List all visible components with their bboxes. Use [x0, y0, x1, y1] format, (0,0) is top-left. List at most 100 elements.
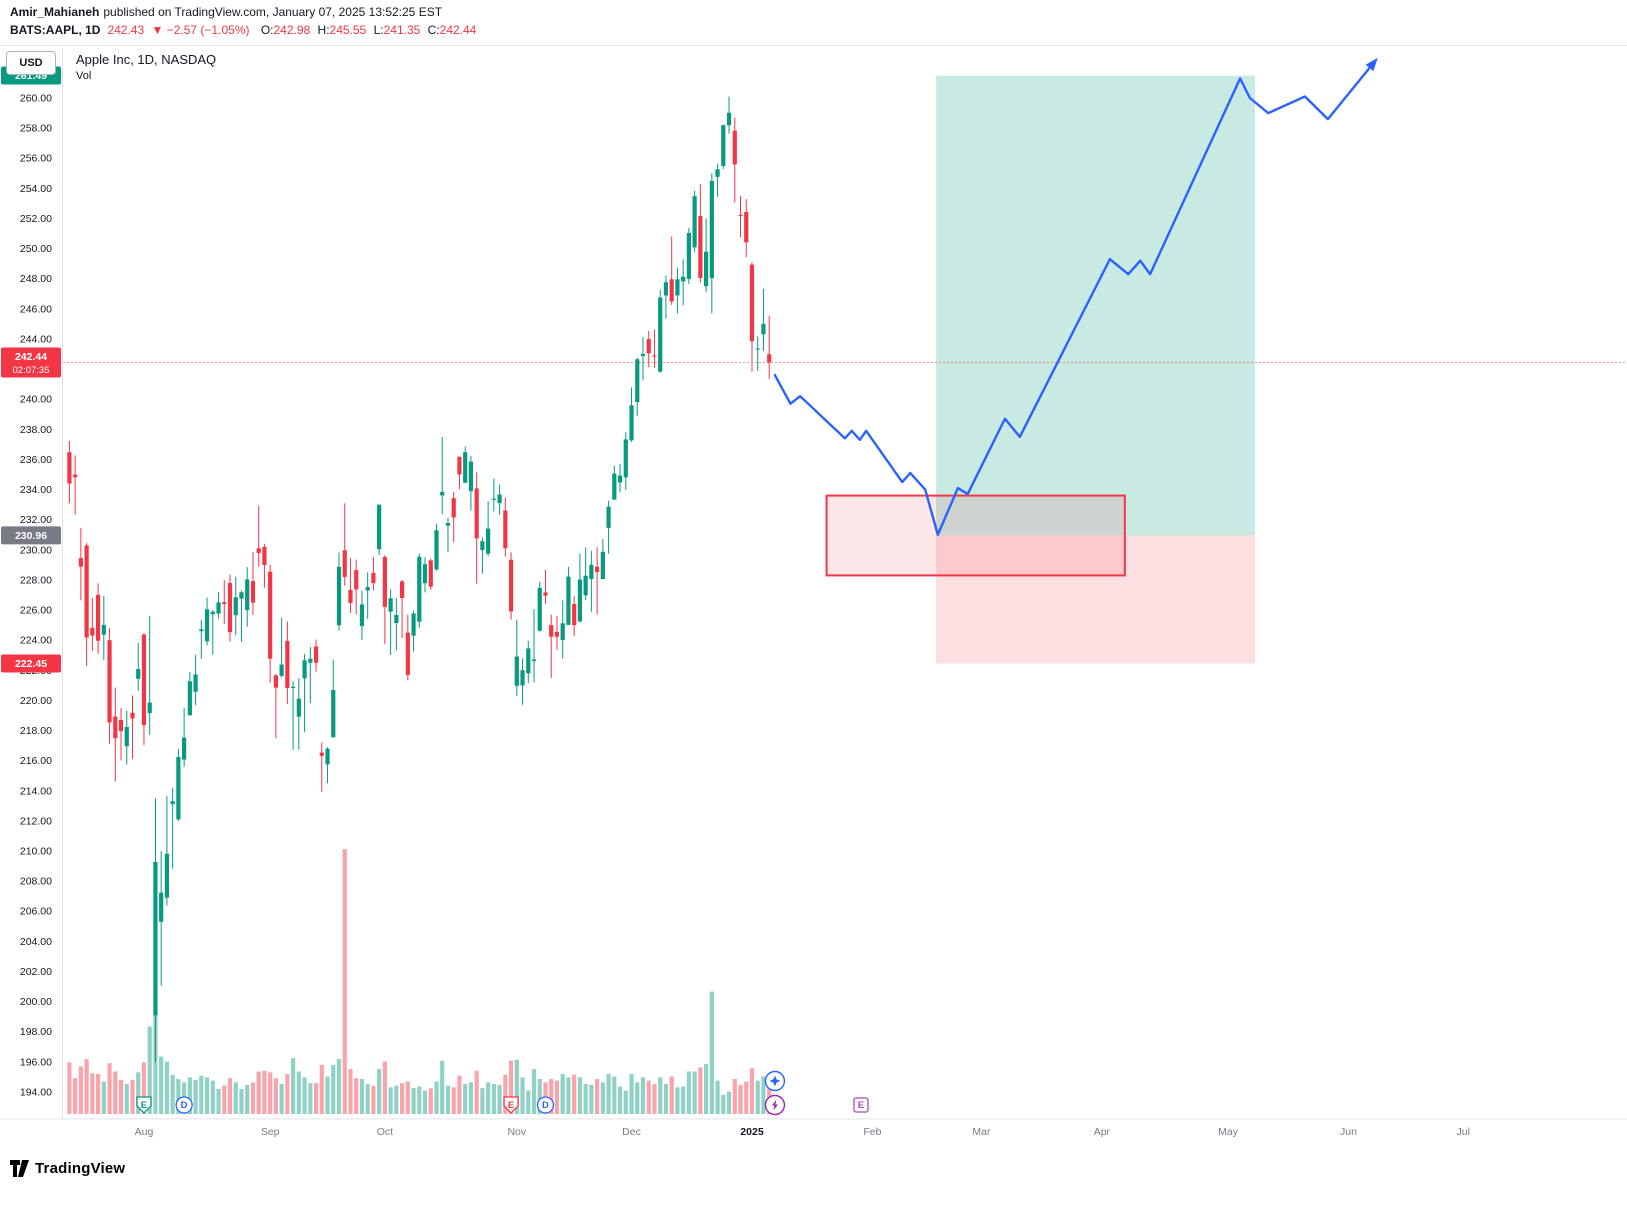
- demand-zone-box[interactable]: [825, 494, 1126, 577]
- svg-text:E: E: [858, 1100, 864, 1111]
- candle-body: [686, 232, 691, 279]
- time-tick-label[interactable]: Feb: [863, 1126, 881, 1138]
- time-tick-label[interactable]: Mar: [972, 1126, 991, 1138]
- down-triangle-icon: ▼: [151, 23, 164, 37]
- candle-body: [250, 581, 256, 603]
- volume-bar: [761, 1076, 766, 1114]
- candle-body: [749, 264, 755, 342]
- volume-bar: [170, 1074, 175, 1114]
- candle-body: [434, 530, 439, 570]
- candle-body: [537, 587, 542, 631]
- candle-body: [451, 498, 456, 518]
- long-position-loss-zone[interactable]: [936, 535, 1256, 664]
- volume-bar: [124, 1084, 129, 1114]
- price-tick-label: 224.00: [20, 635, 52, 647]
- candle-body: [371, 572, 376, 584]
- symbol-ohlc-line: BATS:AAPL, 1D 242.43 ▼ −2.57 (−1.05%) O:2…: [10, 22, 1617, 38]
- volume-bar: [101, 1081, 106, 1114]
- time-tick-label[interactable]: Apr: [1094, 1126, 1111, 1138]
- price-tick-label: 234.00: [20, 484, 52, 496]
- volume-bar: [84, 1059, 89, 1114]
- price-tick-label: 198.00: [20, 1026, 52, 1038]
- volume-bar: [73, 1078, 78, 1114]
- candle-body: [84, 545, 89, 638]
- volume-bar: [113, 1071, 118, 1114]
- candle-body: [176, 757, 181, 820]
- volume-bar: [354, 1078, 359, 1114]
- volume-bar: [141, 1062, 147, 1114]
- volume-bar: [749, 1068, 755, 1114]
- projection-line[interactable]: [773, 63, 1374, 536]
- time-tick-label[interactable]: May: [1218, 1126, 1239, 1138]
- volume-bar: [503, 1074, 508, 1114]
- time-tick-label[interactable]: 2025: [740, 1126, 764, 1138]
- candle-body: [640, 353, 646, 356]
- price-tick-label: 200.00: [20, 996, 52, 1008]
- idea-lightning-marker-icon[interactable]: [764, 1094, 786, 1116]
- candle-body: [73, 474, 78, 478]
- price-tick-label: 256.00: [20, 153, 52, 165]
- candle-body: [755, 348, 760, 350]
- candle-body: [675, 279, 680, 296]
- volume-bar: [497, 1084, 502, 1114]
- low-value: 241.35: [383, 23, 421, 37]
- candle-body: [658, 297, 663, 372]
- long-position-profit-zone[interactable]: [936, 75, 1256, 536]
- candle-body: [285, 640, 290, 689]
- volume-bar: [686, 1071, 691, 1114]
- candle-body: [245, 579, 250, 611]
- time-tick-label[interactable]: Sep: [261, 1126, 280, 1138]
- candle-body: [543, 592, 548, 596]
- candle-body: [669, 279, 674, 302]
- candle-body: [256, 548, 261, 553]
- price-tick-label: 210.00: [20, 846, 52, 858]
- earnings-marker-icon[interactable]: E: [503, 1096, 519, 1114]
- time-tick-label[interactable]: Jun: [1340, 1126, 1357, 1138]
- candle-body: [268, 571, 273, 659]
- candle-body: [302, 660, 307, 679]
- price-tick-label: 194.00: [20, 1086, 52, 1098]
- volume-bar: [187, 1077, 192, 1114]
- candle-body: [136, 669, 141, 679]
- time-tick-label[interactable]: Oct: [377, 1126, 393, 1138]
- volume-bar: [227, 1078, 233, 1114]
- volume-bar: [589, 1084, 594, 1114]
- publish-line: Amir_Mahianeh published on TradingView.co…: [10, 5, 1617, 20]
- volume-bar: [313, 1083, 319, 1114]
- price-chart-canvas[interactable]: 194.00 196.00 198.00 200.00 202.00 204.00 206.…: [0, 48, 1627, 1224]
- candle-body: [90, 627, 95, 636]
- time-tick-label[interactable]: Aug: [135, 1126, 154, 1138]
- price-tick-label: 202.00: [20, 966, 52, 978]
- candle-body: [308, 658, 313, 663]
- svg-text:230.96: 230.96: [15, 530, 47, 542]
- candle-body: [508, 559, 514, 612]
- volume-bar: [457, 1075, 462, 1114]
- candle-body: [216, 602, 221, 614]
- volume-bar: [583, 1084, 588, 1114]
- volume-bar: [434, 1081, 439, 1114]
- time-tick-label[interactable]: Nov: [507, 1126, 526, 1138]
- currency-toggle-button[interactable]: USD: [6, 51, 56, 75]
- volume-bar: [308, 1083, 313, 1114]
- high-value: 245.55: [329, 23, 367, 37]
- volume-bar: [250, 1082, 256, 1114]
- time-tick-label[interactable]: Dec: [622, 1126, 641, 1138]
- publish-text: published on TradingView.com, January 07…: [103, 5, 443, 19]
- earnings-marker-icon[interactable]: E: [136, 1096, 152, 1114]
- upcoming-earnings-marker-icon[interactable]: E: [853, 1097, 869, 1113]
- idea-star-marker-icon[interactable]: [764, 1070, 786, 1092]
- price-tick-label: 236.00: [20, 454, 52, 466]
- volume-bar: [669, 1076, 674, 1114]
- dividend-marker-icon[interactable]: D: [175, 1096, 193, 1114]
- candle-body: [411, 613, 416, 636]
- dividend-marker-icon[interactable]: D: [536, 1096, 555, 1114]
- volume-bar: [176, 1079, 181, 1114]
- price-tick-label: 254.00: [20, 183, 52, 195]
- tradingview-logo[interactable]: TradingView: [10, 1160, 125, 1177]
- candle-body: [262, 546, 267, 565]
- candle-body: [474, 488, 479, 539]
- volume-bar: [342, 849, 347, 1114]
- candle-body: [629, 405, 634, 441]
- volume-bar: [216, 1089, 221, 1114]
- time-tick-label[interactable]: Jul: [1457, 1126, 1470, 1138]
